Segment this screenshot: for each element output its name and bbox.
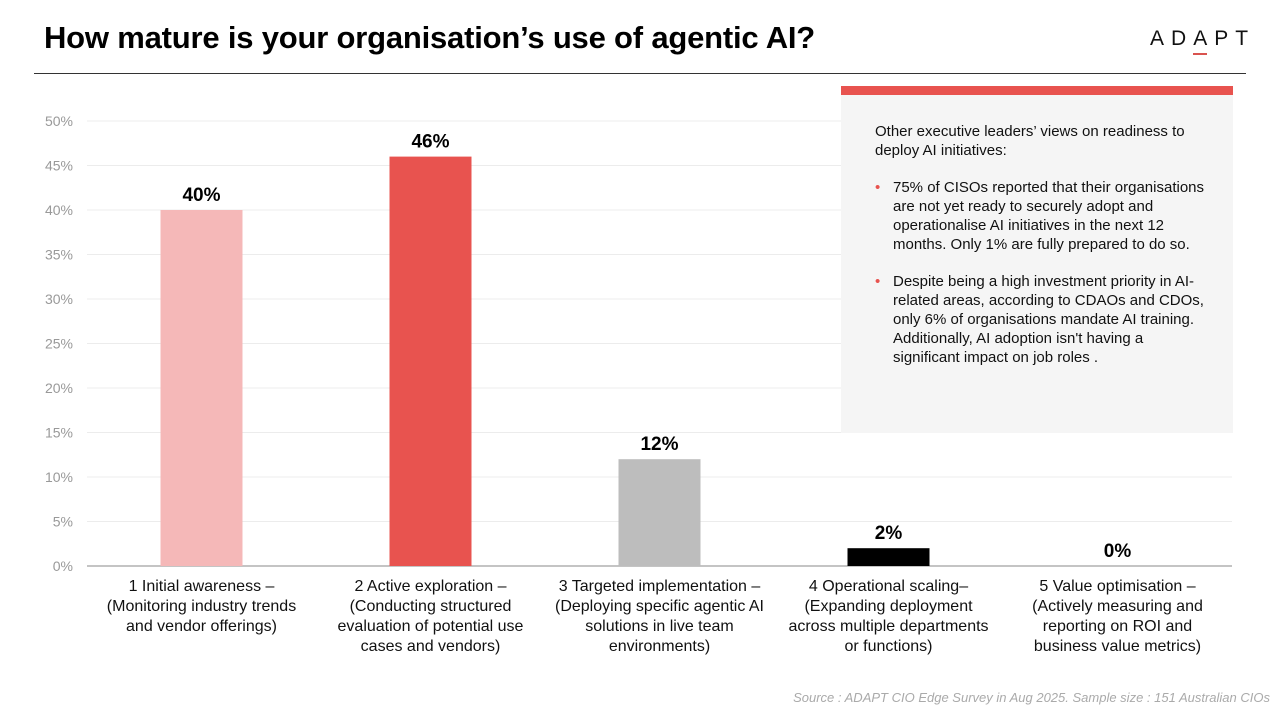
category-line: and vendor offerings): [126, 618, 277, 635]
x-category-label: 4 Operational scaling– (Expanding deploym…: [769, 577, 1009, 657]
x-category-label: 3 Targeted implementation – (Deploying sp…: [540, 577, 780, 657]
y-tick-label: 50%: [45, 113, 73, 129]
category-line: across multiple departments: [788, 618, 989, 635]
category-line: (Monitoring industry trends: [106, 598, 297, 615]
bar: [160, 210, 243, 566]
category-line: (Actively measuring and: [1032, 598, 1203, 615]
page-title: How mature is your organisation’s use of…: [44, 20, 816, 55]
category-line: 1 Initial awareness –: [128, 578, 275, 595]
category-line: (Deploying specific agentic AI: [555, 598, 764, 615]
bar: [389, 156, 472, 566]
info-panel: Other executive leaders’ views on readin…: [841, 86, 1233, 433]
x-category-label: 2 Active exploration – (Conducting struct…: [311, 577, 551, 657]
bar: [618, 459, 701, 566]
y-tick-label: 35%: [45, 247, 73, 263]
x-category-label: 5 Value optimisation – (Actively measurin…: [998, 577, 1238, 657]
panel-accent-bar: [841, 86, 1233, 95]
category-line: 3 Targeted implementation –: [558, 578, 761, 595]
y-tick-label: 10%: [45, 469, 73, 485]
category-line: reporting on ROI and: [1042, 618, 1193, 635]
category-line: 4 Operational scaling–: [808, 578, 969, 595]
category-line: 2 Active exploration –: [354, 578, 507, 595]
y-tick-label: 40%: [45, 202, 73, 218]
data-label: 46%: [411, 132, 449, 153]
source-note: Source : ADAPT CIO Edge Survey in Aug 20…: [793, 690, 1270, 705]
y-tick-label: 20%: [45, 380, 73, 396]
category-line: (Conducting structured: [349, 598, 512, 615]
category-line: environments): [608, 638, 711, 655]
data-label: 12%: [640, 434, 678, 455]
y-tick-label: 30%: [45, 291, 73, 307]
panel-bullet: 75% of CISOs reported that their organis…: [875, 178, 1213, 254]
y-tick-label: 25%: [45, 336, 73, 352]
y-tick-label: 5%: [53, 514, 73, 530]
panel-bullet: Despite being a high investment priority…: [875, 272, 1213, 367]
category-line: solutions in live team: [585, 618, 734, 635]
category-line: 5 Value optimisation –: [1039, 578, 1196, 595]
x-category-label: 1 Initial awareness – (Monitoring industr…: [82, 577, 322, 637]
data-label: 2%: [875, 523, 903, 544]
category-line: cases and vendors): [360, 638, 501, 655]
category-line: evaluation of potential use: [337, 618, 524, 635]
title-divider: [34, 73, 1246, 74]
y-tick-label: 45%: [45, 158, 73, 174]
panel-intro: Other executive leaders’ views on readin…: [875, 123, 1185, 159]
bar: [847, 548, 930, 566]
data-label: 40%: [182, 185, 220, 206]
category-line: (Expanding deployment: [804, 598, 973, 615]
y-tick-label: 15%: [45, 425, 73, 441]
y-tick-label: 0%: [53, 558, 73, 574]
adapt-logo: ADAPT: [1150, 27, 1256, 55]
data-label: 0%: [1104, 541, 1132, 562]
panel-bullets: 75% of CISOs reported that their organis…: [875, 178, 1213, 367]
category-line: or functions): [844, 638, 933, 655]
category-line: business value metrics): [1033, 638, 1202, 655]
